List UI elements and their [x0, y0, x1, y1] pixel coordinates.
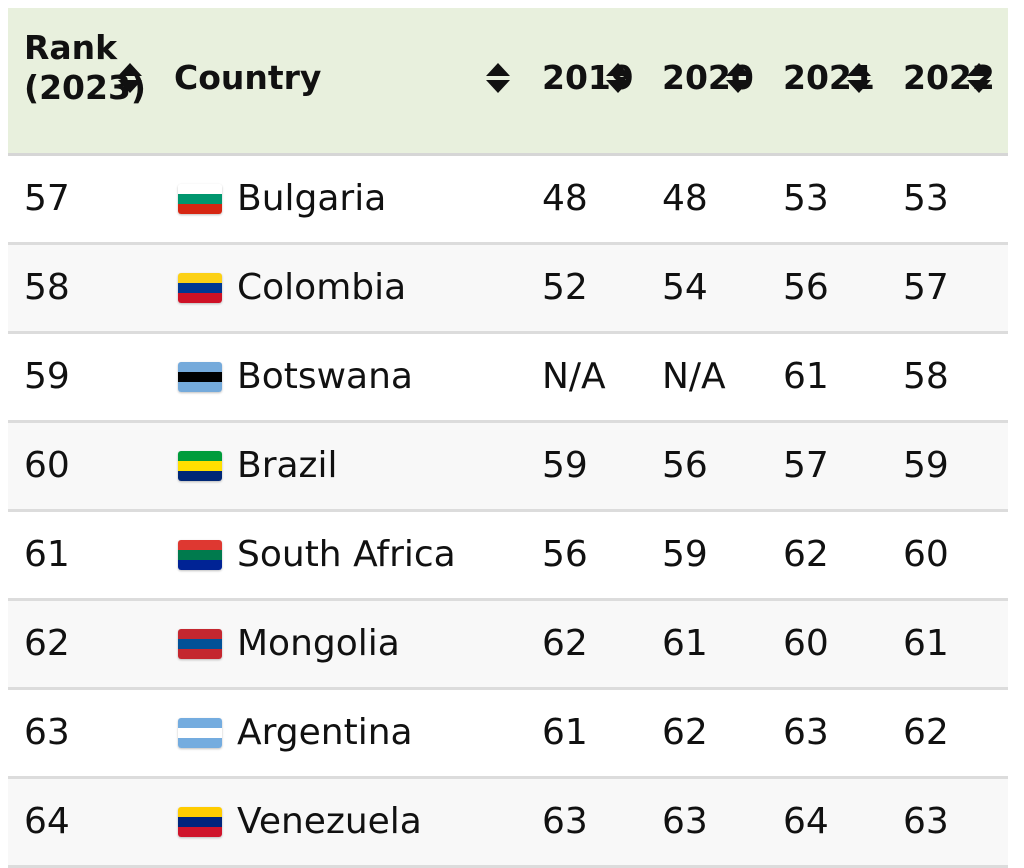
country-cell: Mongolia	[237, 623, 400, 664]
year-2020-cell: 59	[662, 534, 708, 575]
rank-cell: 61	[24, 534, 70, 575]
year-2019-cell: 59	[542, 445, 588, 486]
year-2019-cell: 48	[542, 178, 588, 219]
flag-icon	[178, 451, 222, 481]
year-2022-cell: 63	[903, 801, 949, 842]
year-2022-cell: 59	[903, 445, 949, 486]
year-2019-cell: 56	[542, 534, 588, 575]
year-2021-cell: 62	[783, 534, 829, 575]
year-2020-cell: 61	[662, 623, 708, 664]
country-cell: Brazil	[237, 445, 338, 486]
rank-cell: 60	[24, 445, 70, 486]
year-2020-cell: 48	[662, 178, 708, 219]
flag-icon	[178, 807, 222, 837]
flag-icon	[178, 629, 222, 659]
table-row[interactable]: 57 Bulgaria 48 48 53 53	[8, 156, 1008, 245]
table-row[interactable]: 63 Argentina 61 62 63 62	[8, 690, 1008, 779]
table-row[interactable]: 62 Mongolia 62 61 60 61	[8, 601, 1008, 690]
year-2020-cell: 54	[662, 267, 708, 308]
year-2020-cell: 62	[662, 712, 708, 753]
year-2021-cell: 61	[783, 356, 829, 397]
year-2019-cell: 62	[542, 623, 588, 664]
year-2022-sort-icon[interactable]	[967, 63, 991, 97]
table-header: Rank (2023) Country 2019 2020 2021 2022	[8, 8, 1008, 156]
rank-cell: 59	[24, 356, 70, 397]
table-row[interactable]: 60 Brazil 59 56 57 59	[8, 423, 1008, 512]
year-2021-cell: 57	[783, 445, 829, 486]
rank-sort-icon[interactable]	[118, 63, 142, 97]
year-2020-cell: N/A	[662, 356, 726, 397]
year-2022-cell: 57	[903, 267, 949, 308]
year-2022-cell: 61	[903, 623, 949, 664]
year-2022-cell: 53	[903, 178, 949, 219]
year-2020-cell: 56	[662, 445, 708, 486]
year-2020-sort-icon[interactable]	[726, 63, 750, 97]
year-2021-cell: 63	[783, 712, 829, 753]
table-body: 57 Bulgaria 48 48 53 53 58 Colombia 52 54 56 57 59 Bo…	[8, 156, 1008, 868]
year-2022-cell: 58	[903, 356, 949, 397]
table-row[interactable]: 58 Colombia 52 54 56 57	[8, 245, 1008, 334]
flag-icon	[178, 362, 222, 392]
flag-icon	[178, 718, 222, 748]
country-cell: Venezuela	[237, 801, 422, 842]
rank-cell: 63	[24, 712, 70, 753]
year-2019-cell: 61	[542, 712, 588, 753]
ranking-table: Rank (2023) Country 2019 2020 2021 2022 …	[8, 8, 1008, 868]
country-cell: South Africa	[237, 534, 456, 575]
table-row[interactable]: 61 South Africa 56 59 62 60	[8, 512, 1008, 601]
country-header[interactable]: Country	[174, 58, 322, 97]
table-row[interactable]: 64 Venezuela 63 63 64 63	[8, 779, 1008, 868]
year-2019-cell: N/A	[542, 356, 606, 397]
year-2021-cell: 56	[783, 267, 829, 308]
rank-header-label: Rank	[24, 28, 118, 67]
year-2020-cell: 63	[662, 801, 708, 842]
table-row[interactable]: 59 Botswana N/A N/A 61 58	[8, 334, 1008, 423]
year-2021-cell: 60	[783, 623, 829, 664]
rank-cell: 58	[24, 267, 70, 308]
year-2022-cell: 60	[903, 534, 949, 575]
year-2021-cell: 53	[783, 178, 829, 219]
year-2019-cell: 52	[542, 267, 588, 308]
flag-icon	[178, 184, 222, 214]
rank-cell: 57	[24, 178, 70, 219]
year-2021-sort-icon[interactable]	[847, 63, 871, 97]
country-cell: Botswana	[237, 356, 413, 397]
rank-cell: 62	[24, 623, 70, 664]
country-cell: Bulgaria	[237, 178, 387, 219]
year-2019-sort-icon[interactable]	[606, 63, 630, 97]
year-2022-cell: 62	[903, 712, 949, 753]
flag-icon	[178, 540, 222, 570]
country-cell: Colombia	[237, 267, 407, 308]
country-sort-icon[interactable]	[486, 63, 510, 97]
flag-icon	[178, 273, 222, 303]
country-cell: Argentina	[237, 712, 413, 753]
year-2021-cell: 64	[783, 801, 829, 842]
rank-cell: 64	[24, 801, 70, 842]
year-2019-cell: 63	[542, 801, 588, 842]
